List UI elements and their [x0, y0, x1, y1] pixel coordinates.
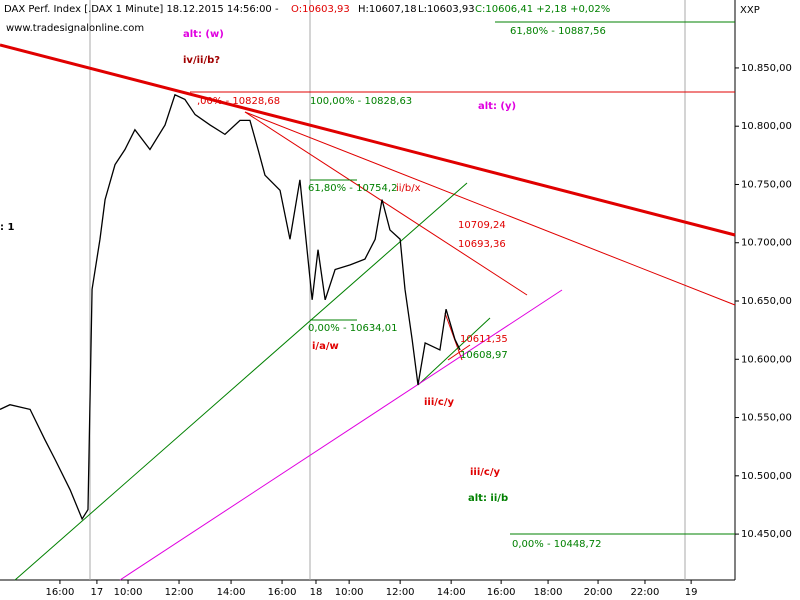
annotation: 100,00% - 10828,63 — [310, 96, 412, 107]
quote-close: C:10606,41 +2,18 +0,02% — [475, 4, 610, 15]
quote-high: H:10607,18 — [358, 4, 417, 15]
y-tick-label: 10.600,00 — [741, 354, 792, 365]
annotation: : 1 — [0, 222, 14, 233]
channel-line — [417, 317, 491, 386]
y-tick-label: 10.700,00 — [741, 238, 792, 249]
source: www.tradesignalonline.com — [6, 23, 144, 34]
x-tick-label: 10:00 — [335, 587, 364, 598]
x-tick-label: 14:00 — [437, 587, 466, 598]
symbol-tag: XXP — [740, 5, 760, 16]
annotation: alt: (y) — [478, 101, 516, 112]
annotation: iv/ii/b? — [183, 55, 220, 66]
x-tick-label: 16:00 — [46, 587, 75, 598]
annotation: 0,00% - 10634,01 — [308, 323, 397, 334]
annotation: 61,80% - 10887,56 — [510, 26, 606, 37]
trend-line — [0, 43, 736, 237]
quote-low: L:10603,93 — [418, 4, 475, 15]
annotation: alt: ii/b — [468, 493, 508, 504]
channel-line — [14, 182, 468, 581]
y-tick-label: 10.850,00 — [741, 63, 792, 74]
annotation: ii/b/x — [396, 183, 421, 194]
y-tick-label: 10.450,00 — [741, 529, 792, 540]
annotation: 61,80% - 10754,2 — [308, 183, 397, 194]
annotation: 0,00% - 10448,72 — [512, 539, 601, 550]
chart-title: DAX Perf. Index [.DAX 1 Minute] 18.12.20… — [4, 4, 279, 15]
annotation: alt: (w) — [183, 29, 224, 40]
trend-line — [447, 344, 471, 361]
x-tick-label: 16:00 — [268, 587, 297, 598]
price-line — [0, 93, 461, 521]
y-tick-label: 10.550,00 — [741, 413, 792, 424]
annotation: iii/c/y — [470, 467, 501, 478]
x-tick-label: 20:00 — [584, 587, 613, 598]
x-tick-label: 14:00 — [217, 587, 246, 598]
annotation: 10608,97 — [460, 350, 508, 361]
y-tick-label: 10.500,00 — [741, 471, 792, 482]
y-tick-label: 10.800,00 — [741, 121, 792, 132]
y-tick-label: 10.650,00 — [741, 296, 792, 307]
annotation: i/a/w — [312, 341, 339, 352]
x-tick-label: 16:00 — [487, 587, 516, 598]
x-tick-label: 12:00 — [386, 587, 415, 598]
annotation: 10709,24 — [458, 220, 506, 231]
quote-open: O:10603,93 — [291, 4, 350, 15]
x-tick-label: 18:00 — [534, 587, 563, 598]
x-tick-label: 19 — [685, 587, 698, 598]
x-tick-label: 18 — [310, 587, 323, 598]
trend-line — [244, 111, 528, 296]
annotation: ,00% - 10828,68 — [197, 96, 280, 107]
annotation: iii/c/y — [424, 397, 455, 408]
x-tick-label: 12:00 — [165, 587, 194, 598]
annotation: 10693,36 — [458, 239, 506, 250]
y-tick-label: 10.750,00 — [741, 179, 792, 190]
x-tick-label: 17 — [91, 587, 104, 598]
x-tick-label: 10:00 — [114, 587, 143, 598]
channel-line — [119, 289, 563, 581]
trend-line — [244, 111, 736, 306]
x-tick-label: 22:00 — [631, 587, 660, 598]
annotation: 10611,35 — [460, 334, 508, 345]
